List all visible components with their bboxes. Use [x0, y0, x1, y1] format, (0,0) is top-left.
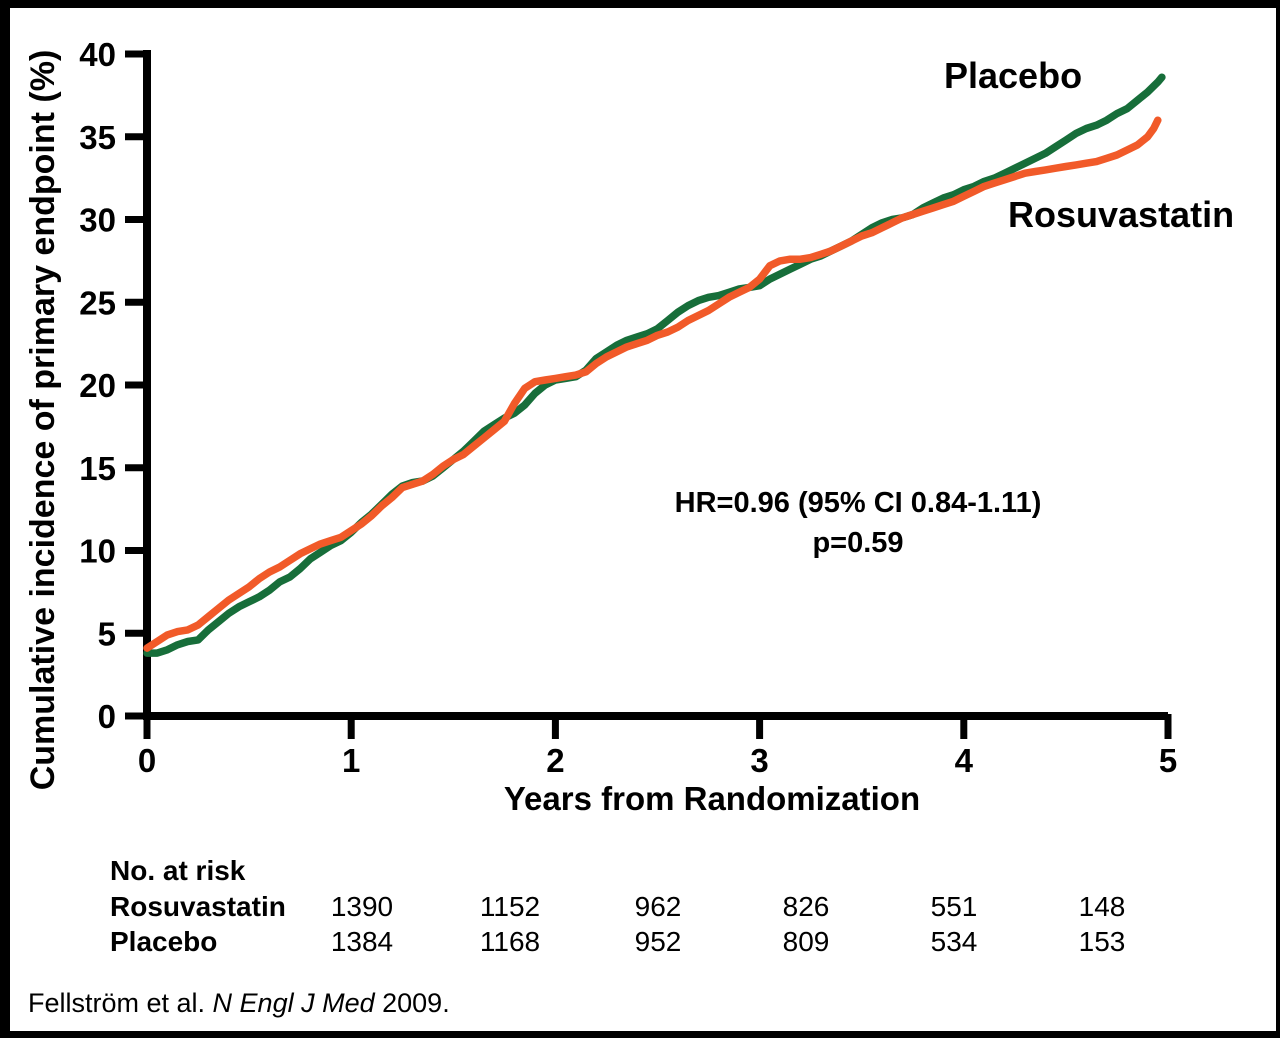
- x-tick-label: 1: [342, 742, 360, 779]
- citation-journal: N Engl J Med: [213, 988, 376, 1018]
- risk-value: 962: [635, 891, 682, 922]
- y-tick-label: 0: [98, 698, 116, 735]
- y-tick-label: 20: [79, 367, 116, 404]
- citation-authors: Fellström et al.: [28, 988, 213, 1018]
- y-tick-label: 15: [79, 450, 116, 487]
- risk-value: 1168: [480, 926, 540, 957]
- x-axis-title: Years from Randomization: [504, 780, 920, 817]
- citation-year: 2009.: [375, 988, 450, 1018]
- y-axis-title: Cumulative incidence of primary endpoint…: [24, 50, 62, 791]
- risk-row-label: Rosuvastatin: [110, 891, 286, 922]
- axes: 0 5 10 15 20 25 30 35 40 0 1 2 3 4 5: [79, 36, 1177, 779]
- risk-value: 148: [1079, 891, 1126, 922]
- y-tick-label: 10: [79, 533, 116, 570]
- risk-value: 534: [931, 926, 978, 957]
- axis-tick-labels: 0 5 10 15 20 25 30 35 40 0 1 2 3 4 5: [79, 36, 1177, 779]
- x-tick-label: 0: [138, 742, 156, 779]
- pvalue-annotation: p=0.59: [812, 527, 903, 559]
- x-tick-label: 4: [955, 742, 974, 779]
- risk-table: No. at risk Rosuvastatin 1390 1152 962 8…: [110, 855, 1125, 957]
- placebo-curve: [143, 73, 1166, 657]
- risk-value: 826: [783, 891, 830, 922]
- risk-value: 1384: [331, 926, 393, 957]
- risk-value: 952: [635, 926, 682, 957]
- axis-ticks: [125, 50, 1172, 739]
- legend-rosuvastatin-label: Rosuvastatin: [1008, 194, 1234, 235]
- legend-placebo-label: Placebo: [944, 55, 1082, 96]
- risk-value: 153: [1079, 926, 1126, 957]
- rosuvastatin-curve: [143, 116, 1162, 652]
- risk-value: 1390: [331, 891, 393, 922]
- x-tick-label: 3: [750, 742, 768, 779]
- risk-value: 809: [783, 926, 830, 957]
- risk-table-title: No. at risk: [110, 855, 246, 886]
- risk-value: 551: [931, 891, 978, 922]
- citation: Fellström et al. N Engl J Med 2009.: [28, 988, 450, 1018]
- y-tick-label: 30: [79, 202, 116, 239]
- y-tick-label: 5: [98, 615, 116, 652]
- y-tick-label: 35: [79, 119, 116, 156]
- x-tick-label: 2: [546, 742, 564, 779]
- y-tick-label: 40: [79, 36, 116, 73]
- risk-value: 1152: [480, 891, 540, 922]
- hr-annotation: HR=0.96 (95% CI 0.84-1.11): [675, 487, 1042, 519]
- curves: [143, 73, 1166, 657]
- x-tick-label: 5: [1159, 742, 1177, 779]
- y-tick-label: 25: [79, 284, 116, 321]
- risk-row-label: Placebo: [110, 926, 217, 957]
